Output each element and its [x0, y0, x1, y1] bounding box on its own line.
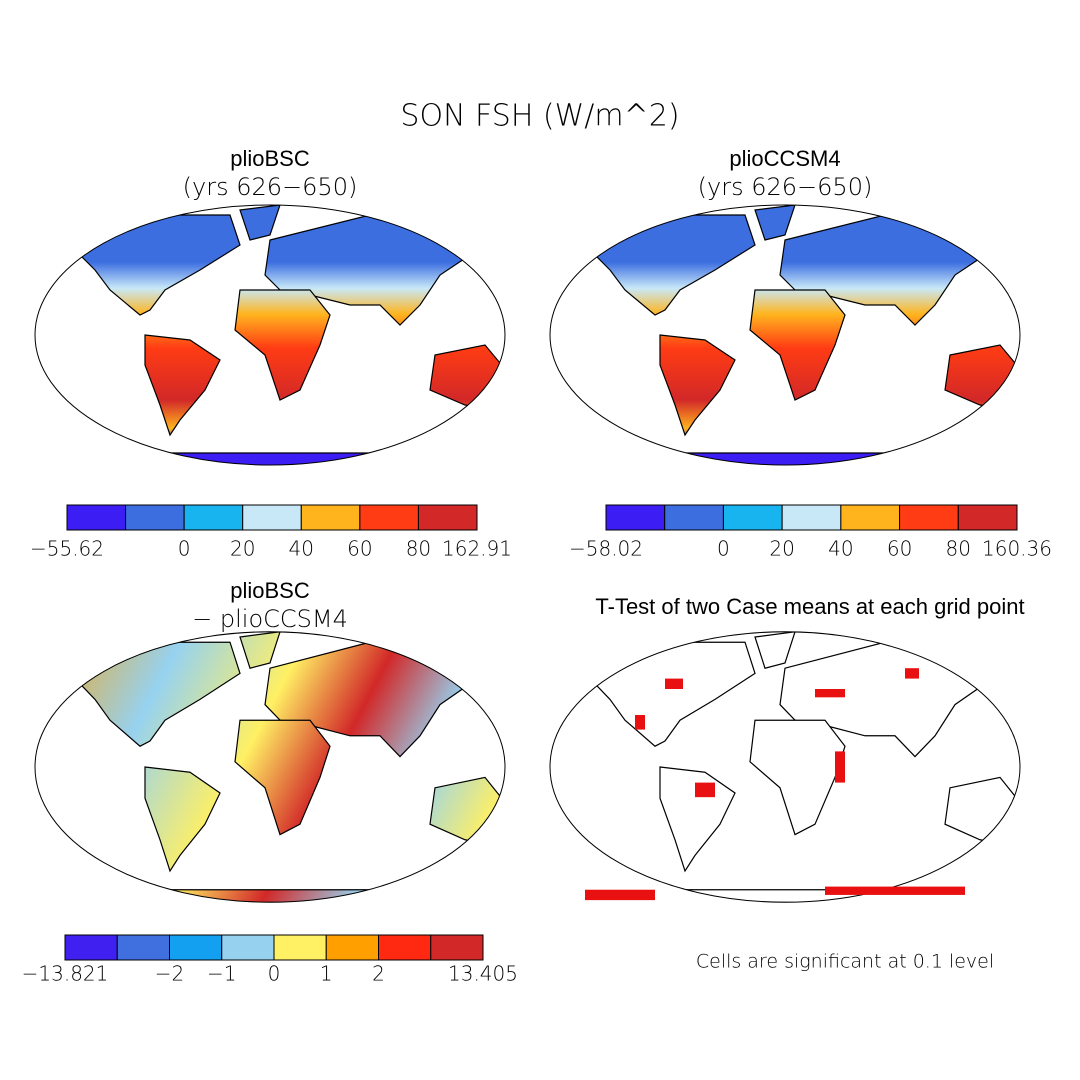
colorbar-swatch — [417, 504, 478, 531]
colorbar-swatch — [125, 504, 185, 531]
colorbar-label: 80 — [406, 537, 431, 561]
colorbar-label: 20 — [230, 537, 255, 561]
colorbar-label: 0 — [717, 537, 730, 561]
colorbar-label: 20 — [769, 537, 794, 561]
colorbar-swatch — [664, 504, 724, 531]
figure-title: SON FSH (W/m^2) — [400, 99, 679, 134]
map — [34, 632, 510, 913]
colorbar-swatch — [183, 504, 244, 531]
colorbar-swatch — [273, 934, 327, 961]
colorbar-swatch — [116, 934, 170, 961]
colorbar-label: 60 — [347, 537, 372, 561]
colorbar-swatch — [242, 504, 302, 531]
panel-subtitle: (yrs 626−650) — [698, 173, 873, 201]
panel-title: plioBSC — [230, 146, 310, 171]
colorbar-swatch — [781, 504, 842, 531]
colorbar-swatch — [64, 934, 118, 961]
panel-title: plioBSC — [230, 578, 310, 603]
colorbar-swatch — [169, 934, 223, 961]
colorbar-label: 40 — [289, 537, 314, 561]
colorbar-swatch — [430, 934, 484, 961]
colorbar-swatch — [722, 504, 783, 531]
colorbar-label: 60 — [887, 537, 912, 561]
colorbar-label: 0 — [178, 537, 191, 561]
colorbar-label: −13.821 — [22, 962, 109, 986]
colorbar-label: −55.62 — [30, 537, 104, 561]
colorbar-label: 162.91 — [442, 537, 512, 561]
colorbar-swatch — [840, 504, 901, 531]
maps — [34, 205, 1025, 913]
colorbar-label: −58.02 — [569, 537, 643, 561]
colorbar-label: 0 — [268, 962, 281, 986]
map — [549, 632, 1025, 913]
colorbar-label: 80 — [946, 537, 971, 561]
colorbar-label: 13.405 — [448, 962, 518, 986]
panel-subtitle: (yrs 626−650) — [183, 173, 358, 201]
map — [549, 205, 1025, 475]
panel-subtitle: − plioCCSM4 — [192, 605, 348, 633]
colorbar-swatch — [300, 504, 361, 531]
colorbar-label: −2 — [155, 962, 184, 986]
colorbar-label: 2 — [372, 962, 385, 986]
map — [34, 205, 510, 475]
colorbar-label: 1 — [320, 962, 333, 986]
colorbar-label: 40 — [828, 537, 853, 561]
colorbar-swatch — [66, 504, 127, 531]
panel-title: T-Test of two Case means at each grid po… — [595, 594, 1024, 619]
note: Cells are significant at 0.1 level — [696, 951, 994, 973]
colorbar-swatch — [899, 504, 959, 531]
colorbar-label: 160.36 — [982, 537, 1052, 561]
colorbar-swatch — [605, 504, 666, 531]
colorbar-swatch — [325, 934, 379, 961]
colorbar-label: −1 — [207, 962, 236, 986]
colorbar-swatch — [957, 504, 1018, 531]
panel-title: plioCCSM4 — [729, 146, 840, 171]
colorbar-swatch — [359, 504, 419, 531]
colorbar-swatch — [221, 934, 275, 961]
colorbar-swatch — [378, 934, 432, 961]
